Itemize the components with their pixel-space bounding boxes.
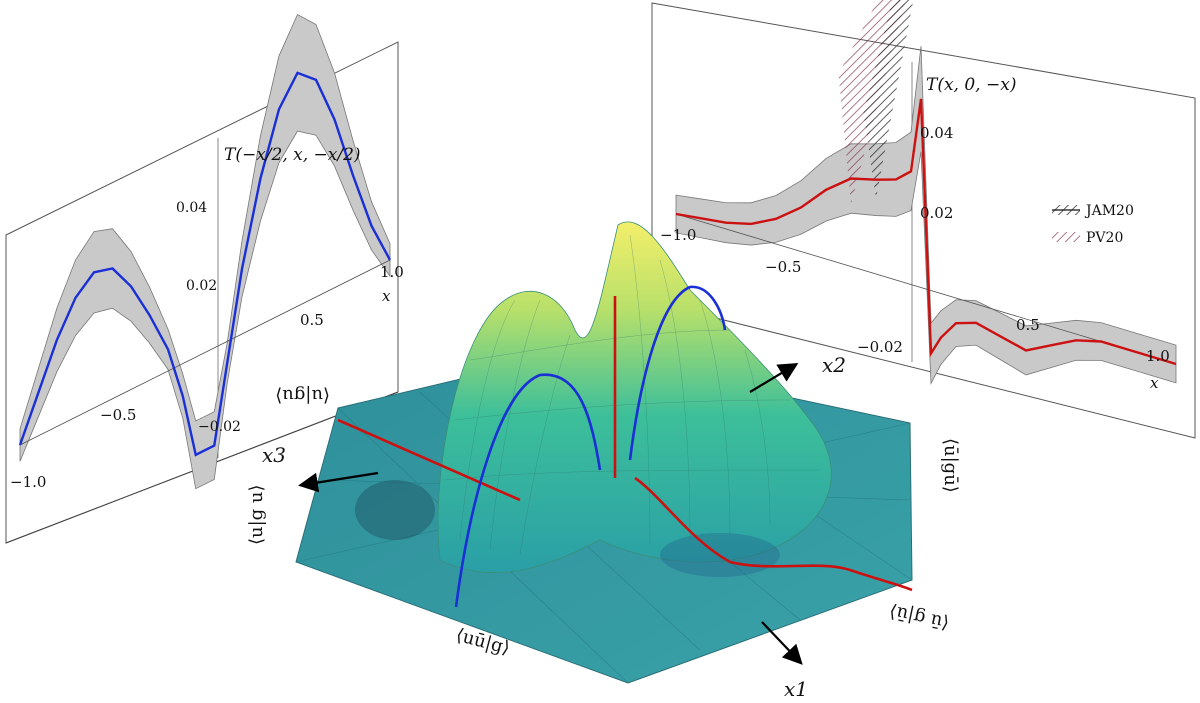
right-xtick-1: 1.0 [1146,347,1170,365]
left-xtick-m05: −0.5 [100,406,136,424]
left-plot-band [19,13,391,490]
left-xtick-1: 1.0 [380,263,404,281]
right-plot-series-line [675,98,1177,366]
left-xtick-05: 0.5 [300,311,324,329]
left-plot-zero-line [19,259,391,446]
left-ytick-002: 0.02 [186,278,217,294]
right-xlabel: x [1150,374,1159,392]
right-legend: JAM20 PV20 [1052,203,1134,246]
left-title: T(−x/2, x, −x/2) [224,145,361,165]
right-title: T(x, 0, −x) [926,75,1016,95]
right-xtick-m1: −1.0 [660,226,696,244]
x3-label: x3 [262,443,286,467]
right-xtick-05: 0.5 [1016,316,1040,334]
surface-hill [437,221,832,574]
x2-label: x2 [822,353,846,377]
left-xtick-m1: −1.0 [10,473,46,491]
left-panel: 0.04 0.02 −0.02 −1.0 −0.5 0.5 1.0 x T(−x… [5,13,404,544]
x1-axis-arrow [761,621,803,665]
left-ytick-004: 0.04 [176,200,207,216]
right-plot-area [675,0,1177,386]
right-plot-zero-line [675,213,1177,365]
left-plot-series-line [18,71,392,457]
right-plot-jam20-band [863,0,914,199]
surface-3d [295,221,913,684]
right-ytick-004: 0.04 [920,124,953,142]
right-ytick-002: 0.02 [920,204,953,222]
legend-label-pv20: PV20 [1086,230,1123,246]
corner-label-left: ⟨u|g u⟩ [246,484,267,545]
corner-label-bottom-right: ⟨ū g|ū⟩ [887,601,951,634]
right-ytick-m002: −0.02 [857,338,903,356]
right-panel: 0.04 0.02 −0.02 −1.0 −0.5 0.5 1.0 x T(x,… [651,0,1196,439]
legend-label-jam20: JAM20 [1084,203,1134,219]
corner-label-top-left: ⟨u|gu⟩ [275,385,330,406]
left-plot-area [18,13,392,490]
left-xlabel: x [382,287,391,305]
x1-label: x1 [784,677,808,701]
x3-axis-arrow [298,471,379,493]
corner-label-right: ⟨ū|gū⟩ [940,438,961,493]
right-xtick-m05: −0.5 [765,258,801,276]
axes-3d: x2 x3 x1 [262,353,846,701]
x2-axis-arrow [749,362,799,393]
left-ytick-m002: −0.02 [198,419,241,435]
legend-swatch-pv20 [1052,232,1080,242]
